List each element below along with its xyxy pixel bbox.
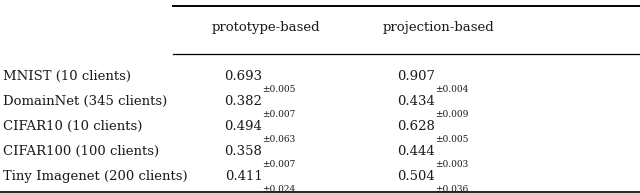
Text: CIFAR10 (10 clients): CIFAR10 (10 clients)	[3, 120, 143, 133]
Text: ±0.036: ±0.036	[435, 185, 468, 193]
Text: ±0.005: ±0.005	[262, 85, 296, 94]
Text: 0.693: 0.693	[224, 70, 262, 83]
Text: 0.382: 0.382	[225, 95, 262, 108]
Text: ±0.005: ±0.005	[435, 135, 468, 144]
Text: MNIST (10 clients): MNIST (10 clients)	[3, 70, 131, 83]
Text: ±0.024: ±0.024	[262, 185, 296, 193]
Text: 0.628: 0.628	[397, 120, 435, 133]
Text: Tiny Imagenet (200 clients): Tiny Imagenet (200 clients)	[3, 170, 188, 184]
Text: 0.358: 0.358	[225, 145, 262, 158]
Text: ±0.063: ±0.063	[262, 135, 296, 144]
Text: 0.444: 0.444	[397, 145, 435, 158]
Text: projection-based: projection-based	[383, 21, 494, 35]
Text: 0.434: 0.434	[397, 95, 435, 108]
Text: ±0.004: ±0.004	[435, 85, 468, 94]
Text: 0.494: 0.494	[225, 120, 262, 133]
Text: prototype-based: prototype-based	[211, 21, 320, 35]
Text: 0.907: 0.907	[397, 70, 435, 83]
Text: ±0.007: ±0.007	[262, 160, 296, 169]
Text: 0.504: 0.504	[397, 170, 435, 184]
Text: DomainNet (345 clients): DomainNet (345 clients)	[3, 95, 168, 108]
Text: 0.411: 0.411	[225, 170, 262, 184]
Text: ±0.003: ±0.003	[435, 160, 468, 169]
Text: ±0.009: ±0.009	[435, 110, 468, 119]
Text: ±0.007: ±0.007	[262, 110, 296, 119]
Text: CIFAR100 (100 clients): CIFAR100 (100 clients)	[3, 145, 159, 158]
